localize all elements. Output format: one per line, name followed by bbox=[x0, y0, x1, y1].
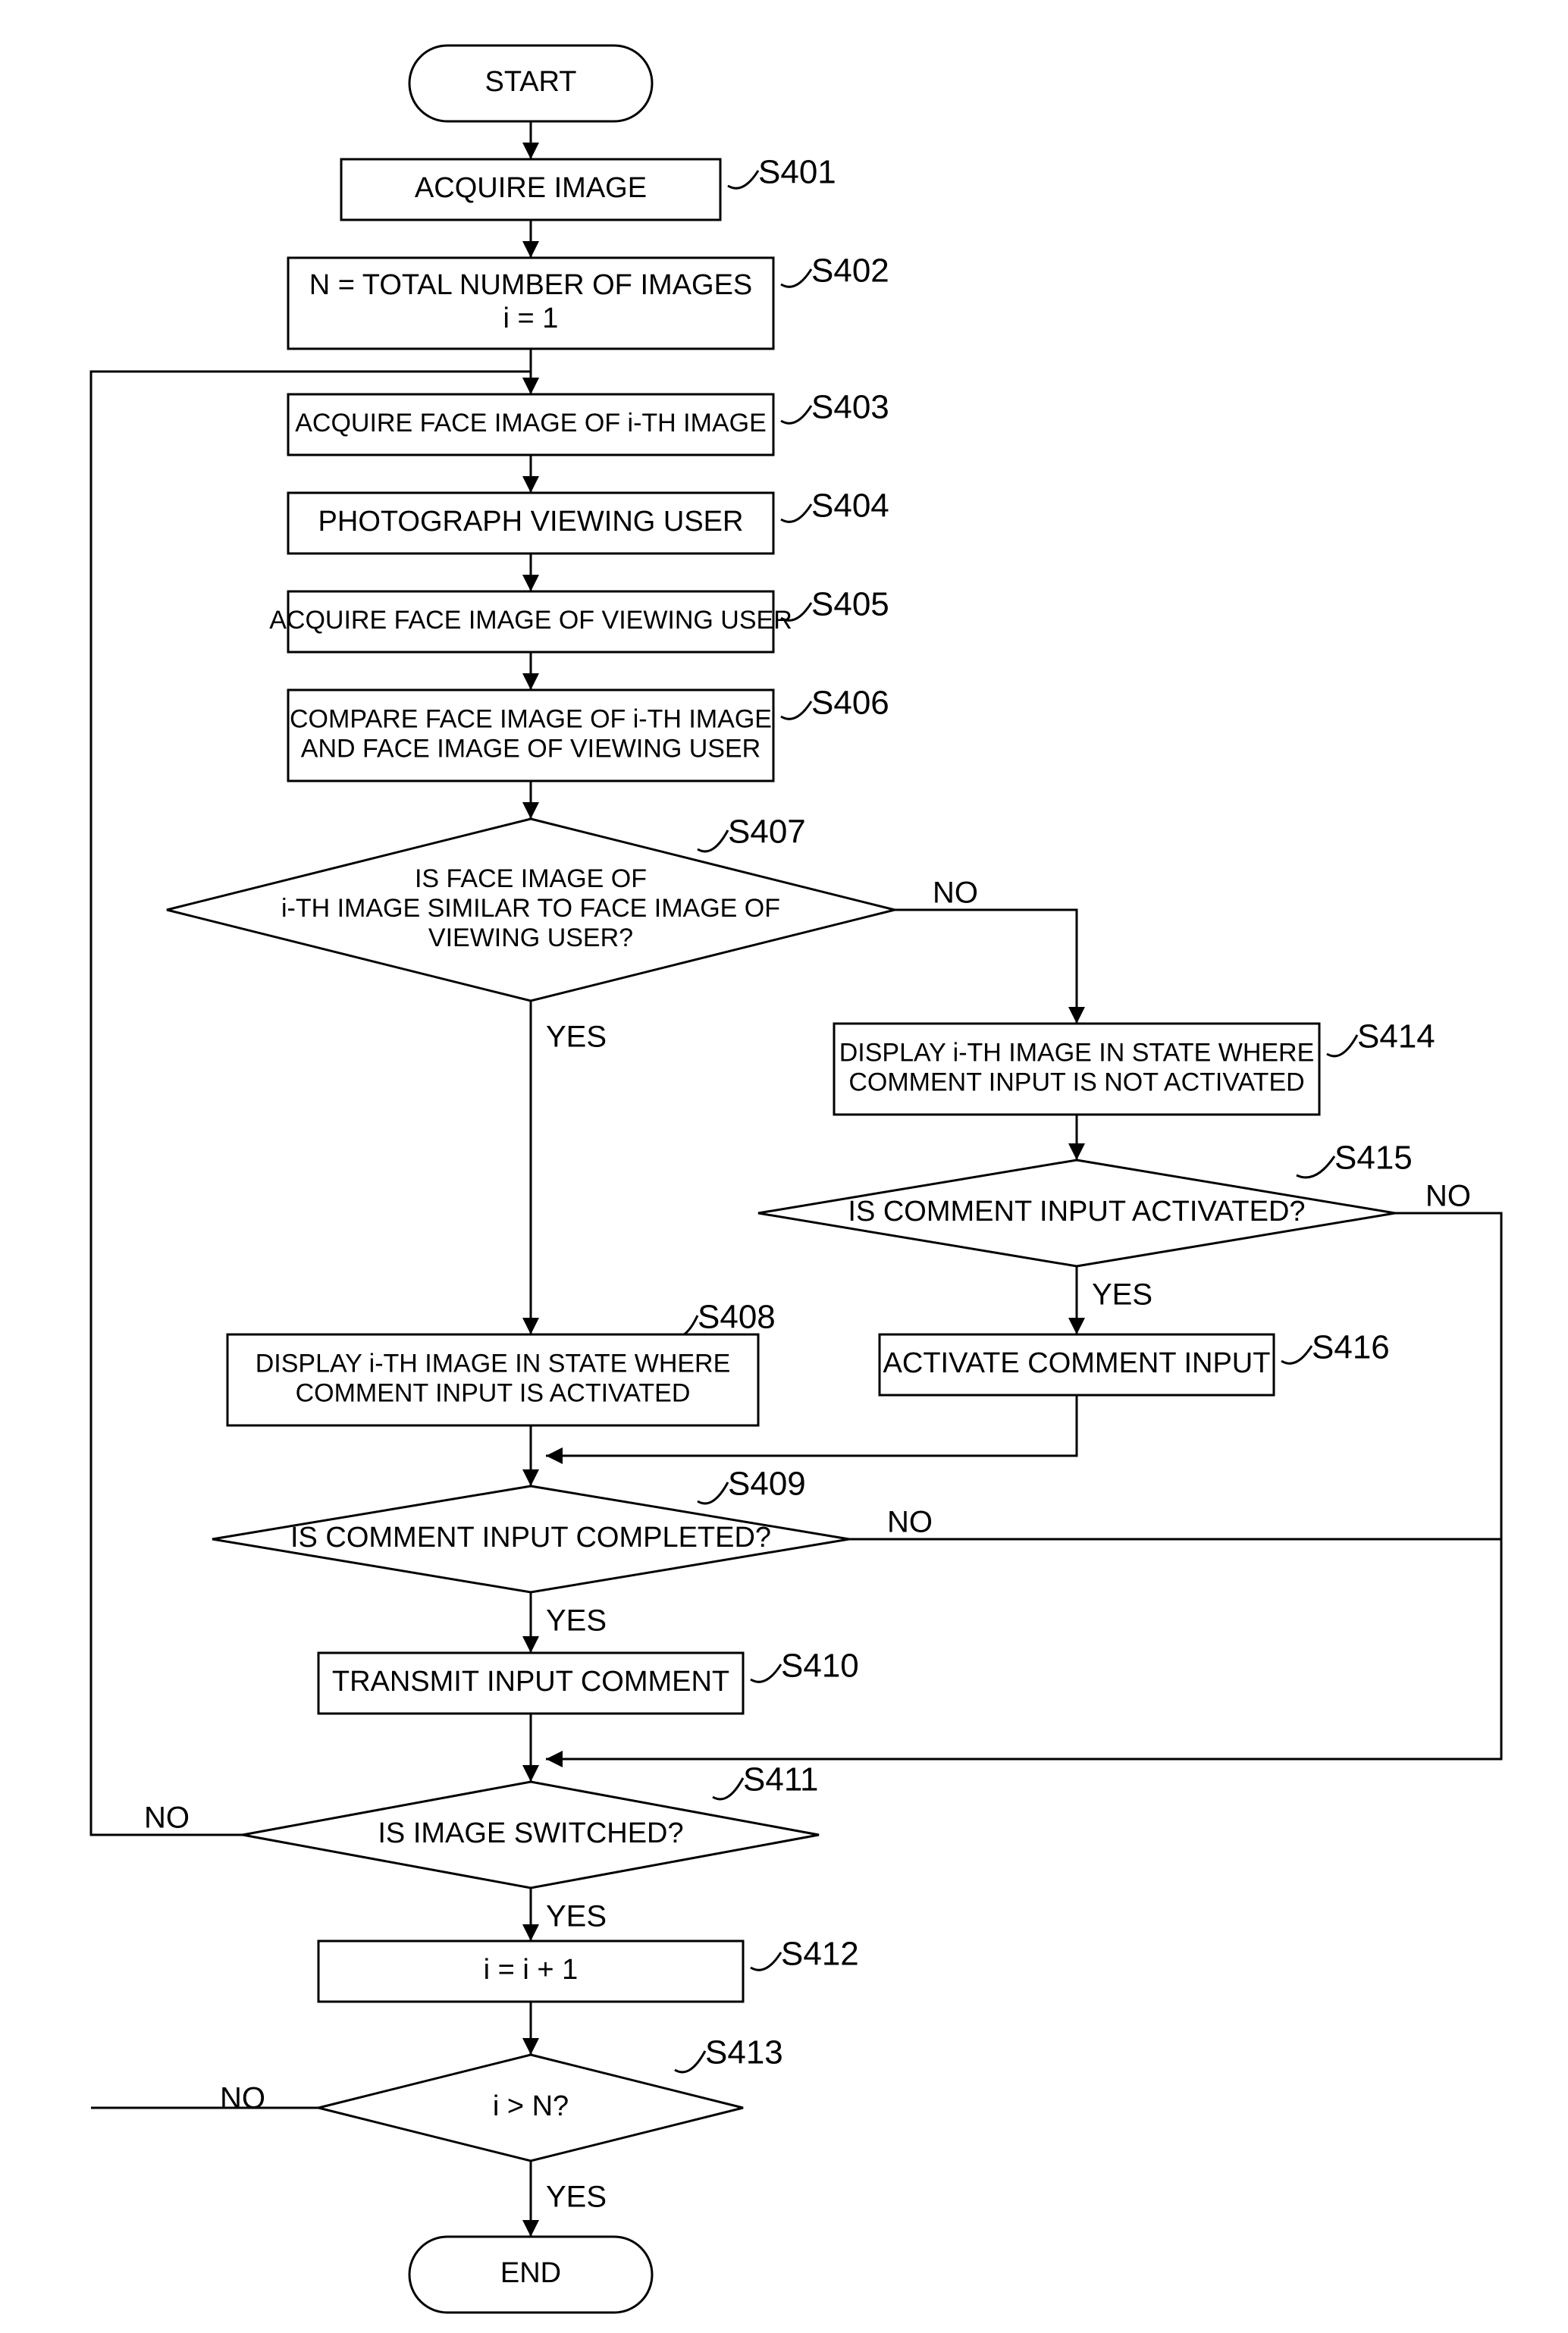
svg-text:AND FACE IMAGE OF VIEWING USER: AND FACE IMAGE OF VIEWING USER bbox=[301, 735, 760, 764]
svg-text:NO: NO bbox=[220, 2082, 265, 2115]
svg-text:PHOTOGRAPH VIEWING USER: PHOTOGRAPH VIEWING USER bbox=[318, 506, 744, 538]
flowchart: START END ACQUIRE IMAGE S401 N = TOTAL NUMBE… bbox=[0, 0, 1568, 2333]
svg-text:S401: S401 bbox=[758, 154, 836, 191]
svg-text:ACQUIRE FACE IMAGE OF i-TH IMA: ACQUIRE FACE IMAGE OF i-TH IMAGE bbox=[295, 409, 767, 437]
svg-text:S415: S415 bbox=[1334, 1140, 1413, 1177]
svg-text:IS COMMENT INPUT ACTIVATED?: IS COMMENT INPUT ACTIVATED? bbox=[848, 1196, 1305, 1228]
svg-text:S409: S409 bbox=[728, 1466, 806, 1503]
svg-text:S405: S405 bbox=[811, 586, 889, 623]
svg-text:COMPARE FACE IMAGE OF i-TH IMA: COMPARE FACE IMAGE OF i-TH IMAGE bbox=[290, 704, 772, 733]
svg-text:i = 1: i = 1 bbox=[503, 303, 559, 334]
svg-text:NO: NO bbox=[887, 1506, 933, 1539]
svg-text:S414: S414 bbox=[1357, 1018, 1435, 1055]
svg-text:i-TH IMAGE SIMILAR TO FACE IMA: i-TH IMAGE SIMILAR TO FACE IMAGE OF bbox=[281, 894, 780, 923]
svg-text:END: END bbox=[500, 2257, 561, 2289]
svg-text:YES: YES bbox=[546, 1604, 607, 1638]
svg-text:S412: S412 bbox=[781, 1936, 859, 1973]
svg-text:YES: YES bbox=[546, 2181, 607, 2214]
svg-text:i > N?: i > N? bbox=[493, 2090, 569, 2122]
svg-text:TRANSMIT INPUT COMMENT: TRANSMIT INPUT COMMENT bbox=[332, 1666, 729, 1698]
svg-text:S410: S410 bbox=[781, 1648, 859, 1685]
svg-text:COMMENT INPUT IS NOT ACTIVATED: COMMENT INPUT IS NOT ACTIVATED bbox=[848, 1068, 1304, 1097]
svg-text:NO: NO bbox=[1425, 1180, 1471, 1213]
svg-text:COMMENT INPUT IS ACTIVATED: COMMENT INPUT IS ACTIVATED bbox=[296, 1379, 691, 1408]
svg-text:i = i + 1: i = i + 1 bbox=[484, 1954, 579, 1986]
svg-text:ACQUIRE FACE IMAGE OF VIEWING: ACQUIRE FACE IMAGE OF VIEWING USER bbox=[269, 606, 792, 635]
svg-text:YES: YES bbox=[1092, 1278, 1152, 1312]
svg-text:ACTIVATE COMMENT INPUT: ACTIVATE COMMENT INPUT bbox=[883, 1347, 1271, 1379]
svg-text:IS COMMENT INPUT COMPLETED?: IS COMMENT INPUT COMPLETED? bbox=[290, 1522, 771, 1554]
svg-text:YES: YES bbox=[546, 1900, 607, 1933]
svg-text:S411: S411 bbox=[743, 1761, 819, 1798]
svg-text:DISPLAY i-TH IMAGE IN STATE WH: DISPLAY i-TH IMAGE IN STATE WHERE bbox=[839, 1038, 1315, 1067]
svg-text:S404: S404 bbox=[811, 488, 889, 525]
svg-text:ACQUIRE IMAGE: ACQUIRE IMAGE bbox=[415, 172, 647, 204]
svg-text:IS FACE IMAGE OF: IS FACE IMAGE OF bbox=[415, 864, 647, 893]
svg-text:S407: S407 bbox=[728, 814, 806, 851]
svg-text:S416: S416 bbox=[1312, 1329, 1390, 1366]
svg-text:VIEWING USER?: VIEWING USER? bbox=[428, 923, 633, 952]
svg-text:YES: YES bbox=[546, 1021, 607, 1054]
svg-text:S402: S402 bbox=[811, 252, 889, 290]
svg-text:S403: S403 bbox=[811, 389, 889, 426]
svg-text:START: START bbox=[485, 66, 576, 98]
svg-text:NO: NO bbox=[144, 1801, 190, 1835]
svg-text:N = TOTAL NUMBER OF IMAGES: N = TOTAL NUMBER OF IMAGES bbox=[309, 269, 753, 301]
svg-text:DISPLAY i-TH IMAGE IN STATE WH: DISPLAY i-TH IMAGE IN STATE WHERE bbox=[256, 1349, 731, 1378]
svg-text:IS IMAGE SWITCHED?: IS IMAGE SWITCHED? bbox=[378, 1817, 683, 1849]
svg-text:S408: S408 bbox=[698, 1299, 776, 1336]
svg-text:S413: S413 bbox=[705, 2034, 783, 2071]
svg-text:S406: S406 bbox=[811, 685, 889, 722]
svg-text:NO: NO bbox=[933, 876, 978, 910]
